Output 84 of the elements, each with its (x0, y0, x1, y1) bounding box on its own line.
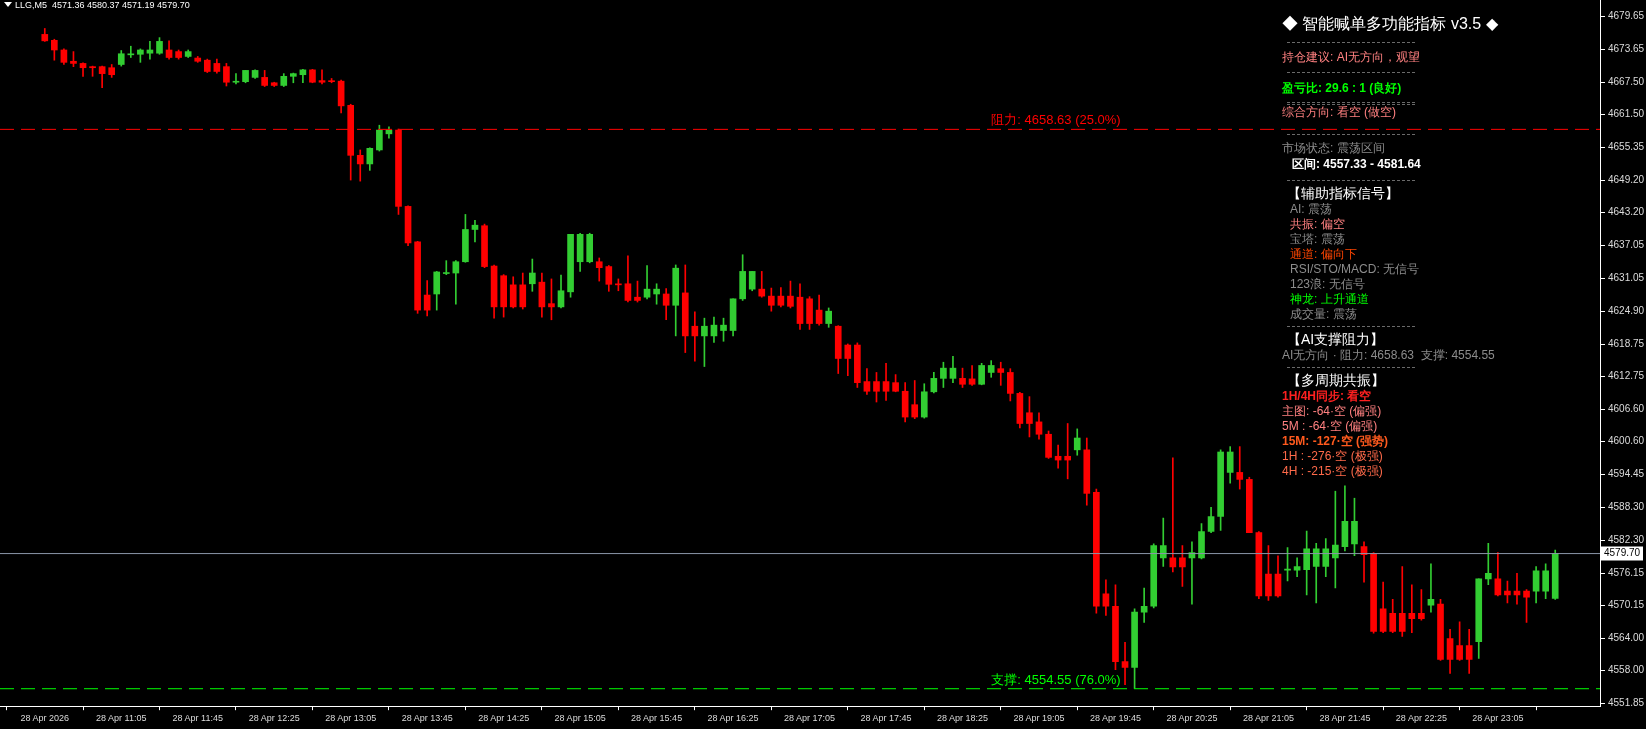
annotation: AI无方向 · 阻力: 4658.63 支撑: 4554.55 (1282, 348, 1495, 362)
annotation: 区间: 4557.33 - 4581.64 (1292, 157, 1421, 171)
annotation: 持仓建议: AI无方向，观望 (1282, 50, 1421, 64)
y-tick-label: 4673.65 (1608, 43, 1645, 55)
x-tick-label: 28 Apr 22:25 (1395, 713, 1447, 724)
y-tick-label: 4551.85 (1608, 697, 1645, 709)
candlestick (997, 361, 1005, 386)
candlestick (232, 73, 240, 85)
annotation: 15M: -127·空 (强势) (1282, 434, 1389, 448)
x-tick-label: 28 Apr 14:25 (478, 713, 530, 724)
x-tick-label: 28 Apr 2026 (20, 713, 70, 724)
x-tick-label: 28 Apr 16:25 (707, 713, 759, 724)
x-tick-label: 28 Apr 12:25 (248, 713, 300, 724)
annotation: ◆ 智能喊单多功能指标 v3.5 ◆ (1282, 15, 1498, 33)
x-tick-label: 28 Apr 17:05 (784, 713, 836, 724)
y-tick-label: 4570.15 (1608, 599, 1645, 611)
x-tick-label: 28 Apr 18:25 (936, 713, 989, 724)
x-tick-label: 28 Apr 15:45 (631, 713, 683, 724)
annotation: RSI/STO/MACD: 无信号 (1290, 262, 1420, 276)
candlestick (442, 260, 450, 275)
x-tick-label: 28 Apr 20:25 (1166, 713, 1218, 724)
x-tick-label: 28 Apr 11:45 (172, 713, 223, 724)
annotation: 5M : -64·空 (偏强) (1282, 419, 1378, 433)
candlestick (318, 69, 326, 85)
y-tick-label: 4643.20 (1608, 206, 1645, 218)
x-tick-label: 28 Apr 11:05 (96, 713, 147, 724)
y-tick-label: 4612.75 (1608, 370, 1645, 382)
x-tick-label: 28 Apr 19:05 (1013, 713, 1065, 724)
annotation: AI: 震荡 (1290, 202, 1333, 216)
annotation: 1H : -276·空 (极强) (1282, 449, 1383, 463)
annotation: 市场状态: 震荡区间 (1282, 141, 1385, 155)
y-tick-label: 4649.20 (1608, 174, 1645, 186)
candlestick (1064, 423, 1071, 480)
x-tick-label: 28 Apr 21:45 (1319, 713, 1371, 724)
x-tick-label: 28 Apr 23:05 (1472, 713, 1524, 724)
annotation: 盈亏比: 29.6 : 1 (良好) (1282, 81, 1402, 95)
candlestick (758, 271, 766, 298)
ref-line-label: 阻力: 4658.63 (25.0%) (991, 112, 1121, 128)
y-tick-label: 4679.65 (1608, 10, 1645, 22)
y-tick-label: 4606.60 (1608, 403, 1645, 415)
annotation: 综合方向: 看空 (做空) (1282, 105, 1396, 119)
y-tick-label: 4594.45 (1608, 468, 1645, 480)
candlestick (452, 260, 460, 305)
candlestick (1408, 584, 1416, 633)
x-tick-label: 28 Apr 13:05 (325, 713, 377, 724)
annotation: 主图: -64·空 (偏强) (1282, 404, 1382, 418)
candlestick (1484, 543, 1492, 586)
candlestick (471, 220, 479, 243)
annotation: 123浪: 无信号 (1290, 277, 1365, 291)
candlestick (146, 41, 154, 60)
y-tick-label: 4661.50 (1608, 108, 1645, 120)
chart-title: LLG,M5 4571.36 4580.37 4571.19 4579.70 (15, 0, 190, 10)
y-tick-label: 4564.00 (1608, 632, 1645, 644)
ref-line-label: 支撑: 4554.55 (76.0%) (991, 671, 1121, 687)
x-tick-label: 28 Apr 15:05 (554, 713, 606, 724)
annotation: 4H : -215·空 (极强) (1282, 464, 1383, 478)
annotation: 【多周期共振】 (1287, 372, 1385, 388)
annotation: 通道: 偏向下 (1290, 247, 1357, 261)
candlestick (127, 45, 135, 58)
y-tick-label: 4655.35 (1608, 141, 1645, 153)
annotation: 宝塔: 震荡 (1290, 232, 1345, 246)
y-tick-label: 4558.00 (1608, 664, 1645, 676)
y-tick-label: 4624.90 (1608, 305, 1645, 317)
x-tick-label: 28 Apr 17:45 (860, 713, 912, 724)
ref-line-label: 4579.70 (1604, 547, 1641, 559)
y-tick-label: 4588.30 (1608, 501, 1645, 513)
y-tick-label: 4576.15 (1608, 567, 1645, 579)
annotation: 神龙: 上升通道 (1290, 292, 1369, 306)
annotation: 成交量: 震荡 (1290, 307, 1357, 321)
y-tick-label: 4600.60 (1608, 435, 1645, 447)
x-tick-label: 28 Apr 13:45 (401, 713, 453, 724)
annotation: 共振: 偏空 (1290, 217, 1345, 231)
x-tick-label: 28 Apr 19:45 (1089, 713, 1141, 724)
annotation: 【辅助指标信号】 (1287, 185, 1399, 201)
y-tick-label: 4618.75 (1608, 338, 1645, 350)
y-tick-label: 4667.50 (1608, 76, 1645, 88)
candlestick (1236, 446, 1244, 490)
annotation: 1H/4H同步: 看空 (1282, 389, 1372, 403)
candlestick (1121, 641, 1129, 686)
y-tick-label: 4582.30 (1608, 534, 1645, 546)
x-tick-label: 28 Apr 21:05 (1242, 713, 1294, 724)
y-tick-label: 4637.05 (1608, 239, 1645, 251)
annotation: 【AI支撑阻力】 (1287, 331, 1385, 347)
y-tick-label: 4631.05 (1608, 272, 1645, 284)
